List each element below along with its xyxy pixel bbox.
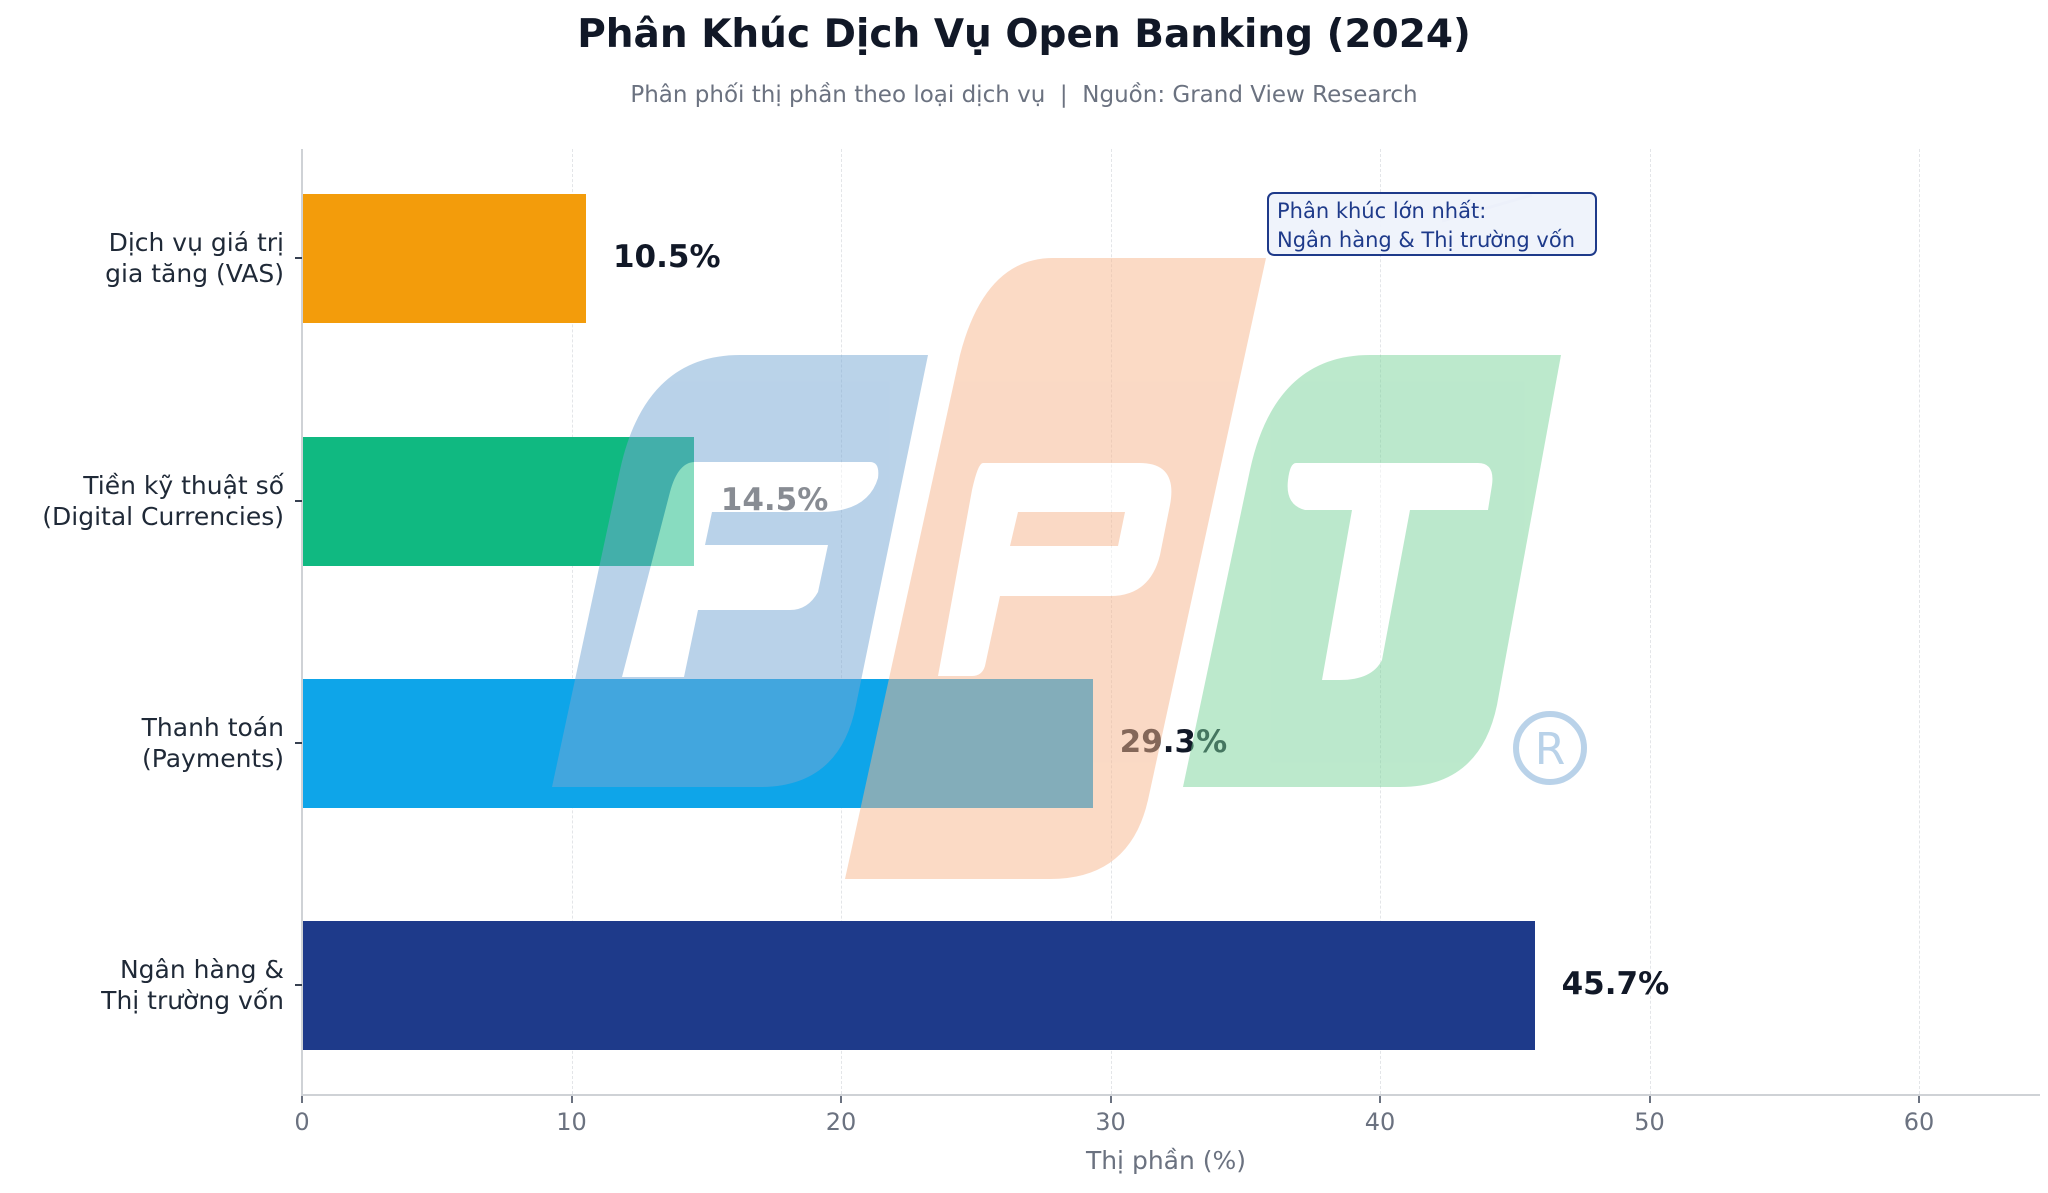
gridline — [1649, 149, 1651, 1094]
fpt-t-tile — [1183, 355, 1561, 787]
x-tick-label: 40 — [1364, 1108, 1396, 1136]
y-category-label: Dịch vụ giá trị gia tăng (VAS) — [0, 227, 284, 289]
y-category-line: Thanh toán — [141, 713, 284, 742]
x-tick-mark — [1648, 1096, 1651, 1103]
y-category-line: Dịch vụ giá trị — [108, 228, 284, 257]
x-tick-label: 0 — [294, 1108, 310, 1136]
bar-value-label: 14.5% — [720, 482, 829, 518]
annotation-line-2: Ngân hàng & Thị trường vốn — [1277, 228, 1576, 252]
svg-text:R: R — [1535, 724, 1566, 775]
y-tick-mark — [295, 257, 302, 259]
bar — [303, 678, 1093, 808]
y-category-line: Ngân hàng & — [119, 955, 284, 984]
bar — [303, 920, 1535, 1050]
x-tick-label: 10 — [556, 1108, 587, 1136]
x-axis-label: Thị phần (%) — [1085, 1146, 1247, 1175]
y-category-line: (Digital Currencies) — [42, 502, 284, 531]
x-tick-label: 60 — [1903, 1108, 1935, 1136]
x-tick-mark — [570, 1096, 573, 1103]
x-tick-label: 30 — [1095, 1108, 1126, 1136]
y-category-line: Tiền kỹ thuật số — [83, 471, 284, 500]
y-category-label: Thanh toán (Payments) — [0, 712, 284, 774]
y-axis-line — [301, 149, 303, 1096]
bar — [303, 193, 586, 323]
x-tick-mark — [1379, 1096, 1381, 1103]
bar-value-label: 10.5% — [612, 239, 721, 275]
bar-value-label: 29.3% — [1119, 724, 1228, 760]
annotation-line-1: Phân khúc lớn nhất: — [1277, 199, 1487, 223]
y-category-label: Tiền kỹ thuật số (Digital Currencies) — [0, 470, 284, 532]
registered-mark-icon: R — [1513, 711, 1587, 785]
x-tick-mark — [301, 1096, 303, 1103]
x-axis-line — [301, 1094, 2040, 1096]
y-tick-mark — [295, 984, 302, 986]
chart-title: Phân Khúc Dịch Vụ Open Banking (2024) — [577, 12, 1471, 57]
x-tick-label: 50 — [1634, 1108, 1665, 1136]
bar — [303, 436, 694, 566]
y-tick-mark — [295, 742, 302, 744]
chart-subtitle: Phân phối thị phần theo loại dịch vụ | N… — [630, 82, 1418, 108]
y-tick-mark — [295, 500, 302, 502]
y-category-line: gia tăng (VAS) — [105, 259, 284, 288]
bar-value-label: 45.7% — [1561, 966, 1670, 1002]
y-category-line: (Payments) — [142, 744, 284, 773]
y-category-label: Ngân hàng & Thị trường vốn — [0, 954, 284, 1016]
x-tick-label: 20 — [825, 1108, 857, 1136]
y-category-line: Thị trường vốn — [101, 986, 284, 1015]
x-tick-mark — [840, 1096, 842, 1103]
gridline — [1919, 149, 1920, 1094]
x-tick-mark — [1918, 1096, 1920, 1103]
annotation-box: Phân khúc lớn nhất: Ngân hàng & Thị trườ… — [1267, 192, 1597, 256]
x-tick-mark — [1109, 1096, 1112, 1103]
